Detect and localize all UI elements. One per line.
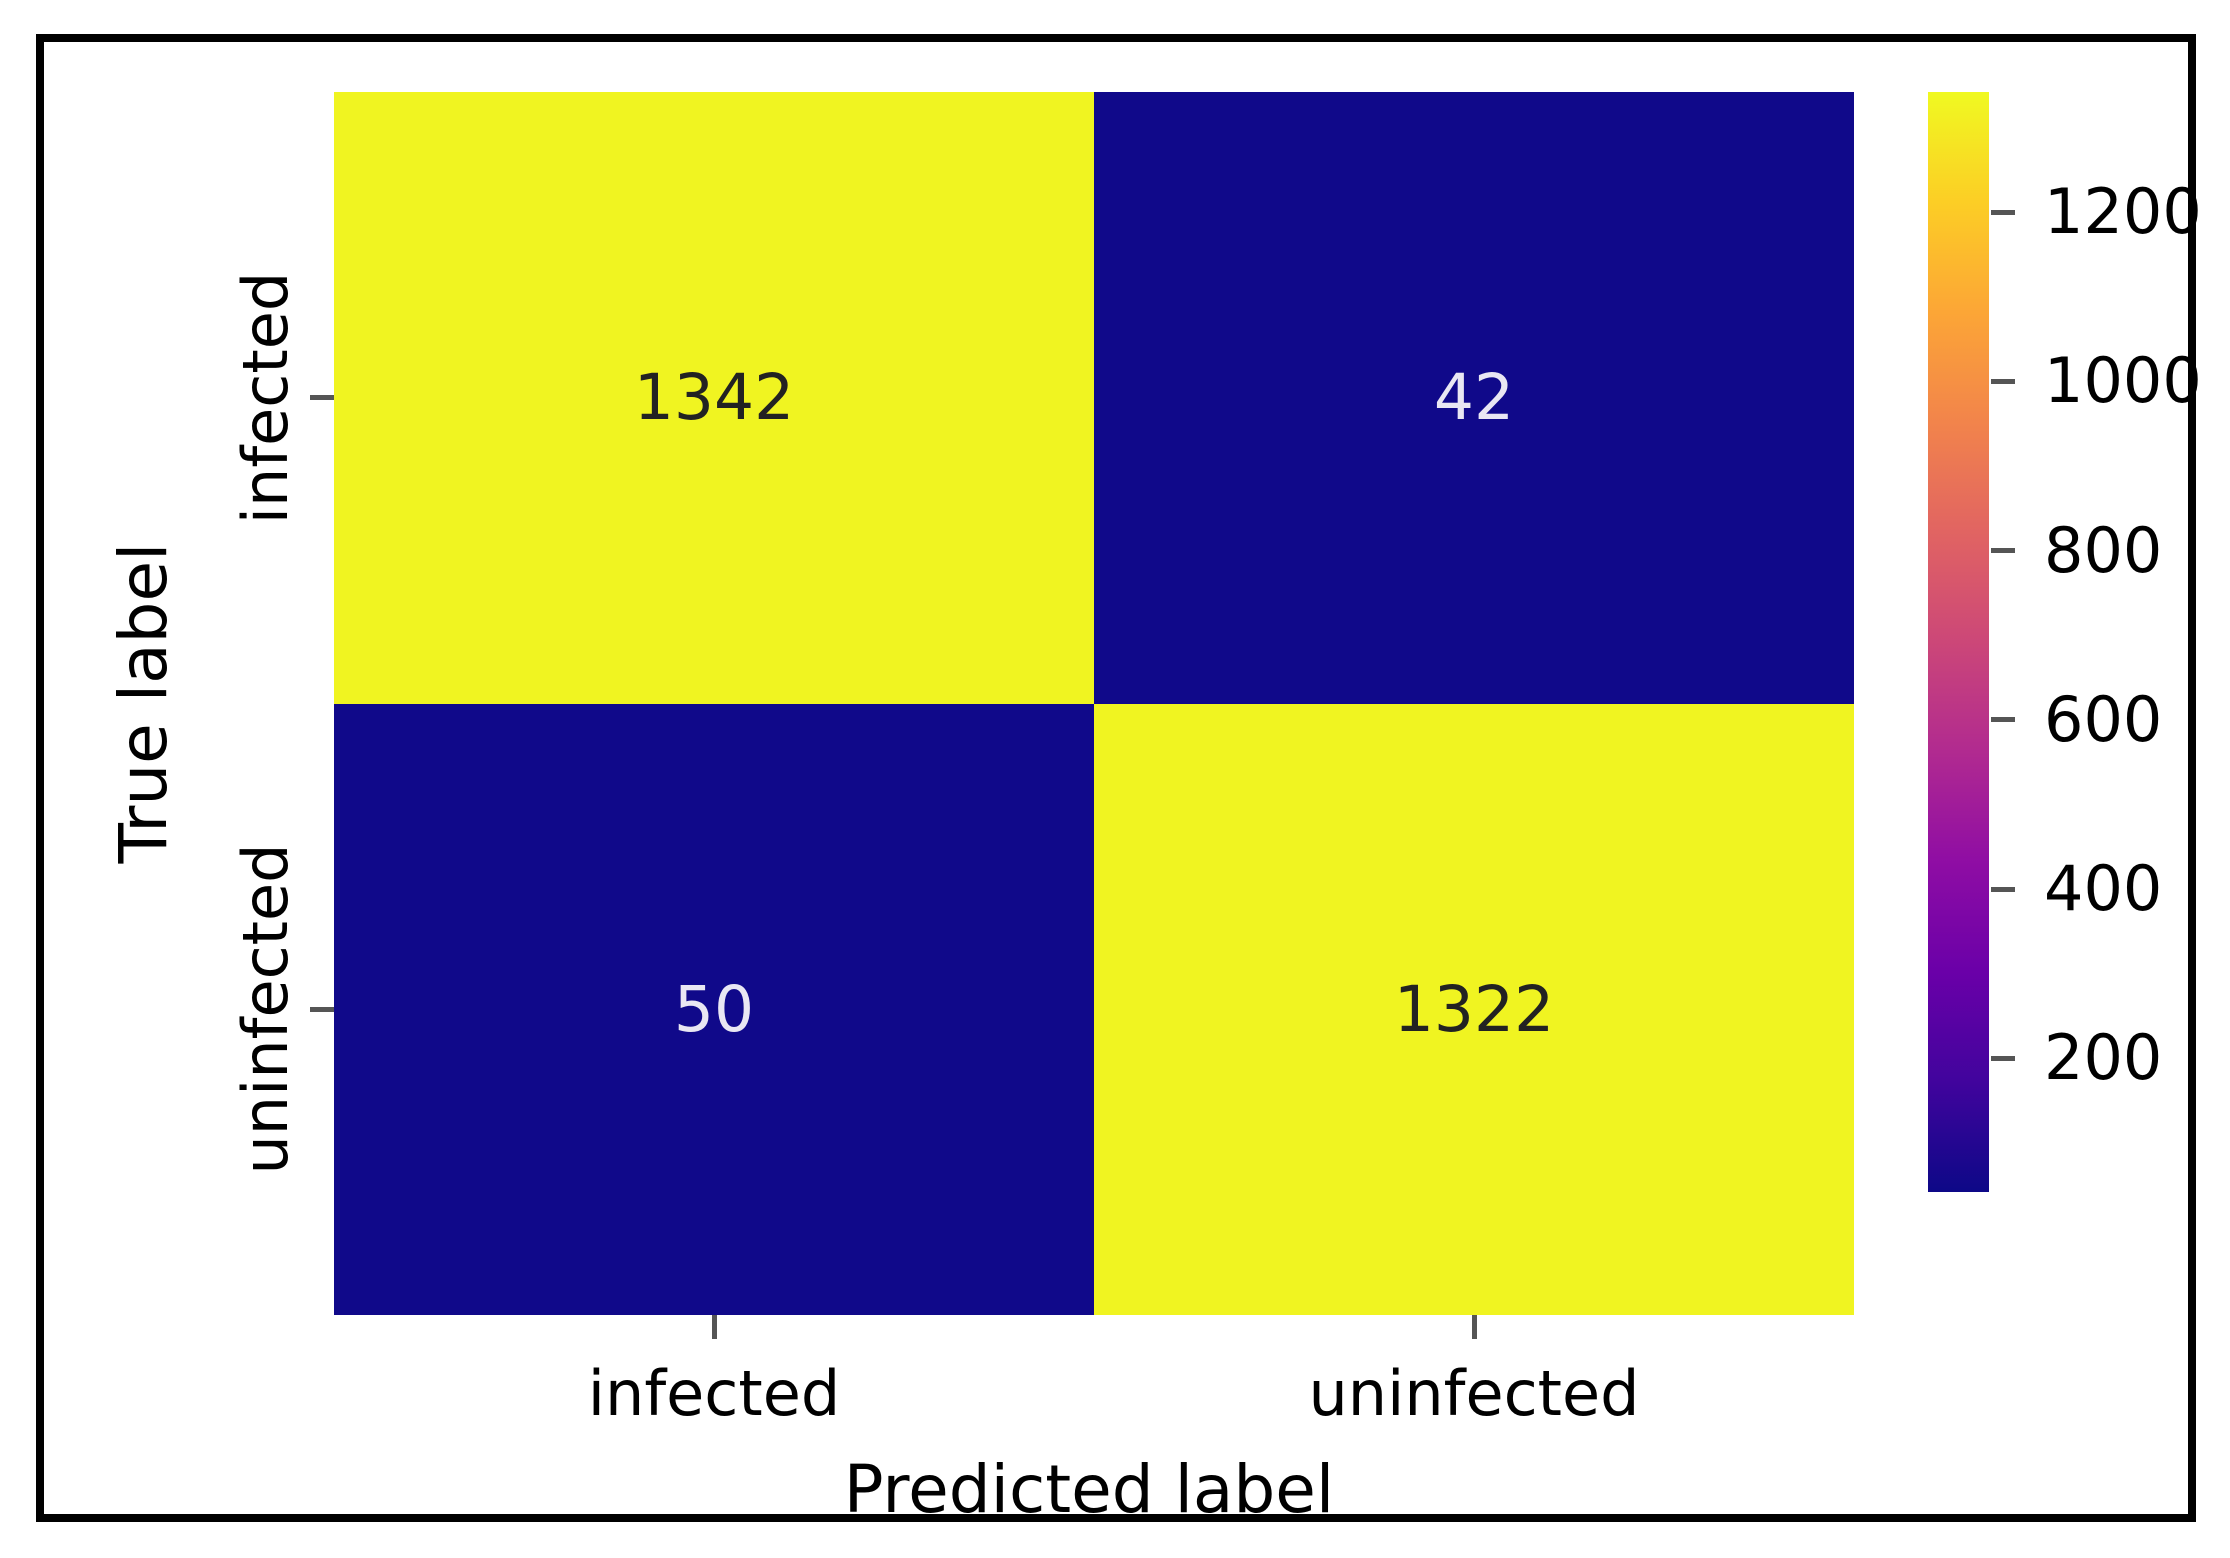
colorbar-tick-mark <box>1991 378 2015 384</box>
colorbar-gradient <box>1928 92 1989 1192</box>
colorbar-tick-label: 800 <box>2044 513 2163 587</box>
cell-annotation: 50 <box>673 972 755 1046</box>
cell-annotation: 1322 <box>1393 972 1555 1046</box>
colorbar-tick-mark <box>1991 886 2015 892</box>
tick-mark <box>310 1006 334 1012</box>
colorbar-tick-label: 200 <box>2044 1021 2163 1095</box>
colorbar-tick-label: 600 <box>2044 682 2163 756</box>
tick-mark <box>711 1315 717 1339</box>
colorbar-tick-mark <box>1991 717 2015 723</box>
figure-frame: 1342 42 50 1322 infected uninfected infected… <box>36 34 2202 1528</box>
x-axis-label: Predicted label <box>843 1451 1335 1528</box>
colorbar-tick-mark <box>1991 1055 2015 1061</box>
confusion-matrix-heatmap: 1342 42 50 1322 <box>334 92 1854 1315</box>
y-tick-label: uninfected <box>229 843 302 1175</box>
heatmap-cell: 42 <box>1094 92 1854 704</box>
colorbar-tick-label: 1000 <box>2044 344 2202 418</box>
heatmap-cell: 50 <box>334 703 1094 1315</box>
x-tick-label: infected <box>587 1357 841 1430</box>
cell-annotation: 1342 <box>633 361 795 435</box>
x-tick-label: uninfected <box>1308 1357 1640 1430</box>
tick-mark <box>310 395 334 401</box>
colorbar-tick-label: 1200 <box>2044 175 2202 249</box>
heatmap-cell: 1342 <box>334 92 1094 704</box>
heatmap-cell: 1322 <box>1094 703 1854 1315</box>
tick-mark <box>1471 1315 1477 1339</box>
colorbar-tick-mark <box>1991 209 2015 215</box>
colorbar-tick-mark <box>1991 548 2015 554</box>
colorbar-tick-label: 400 <box>2044 852 2163 926</box>
cell-annotation: 42 <box>1433 361 1515 435</box>
y-axis-label: True label <box>105 542 182 864</box>
y-tick-label: infected <box>229 271 302 524</box>
